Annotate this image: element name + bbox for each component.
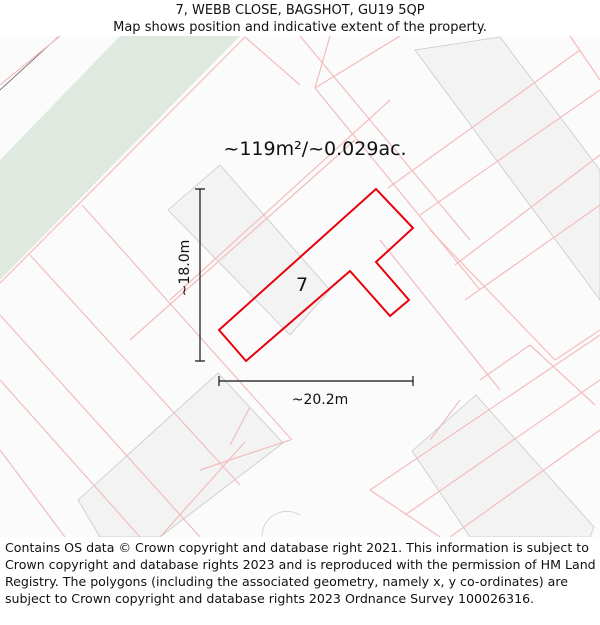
- property-boundary: [217, 187, 415, 363]
- green-area: [0, 36, 240, 280]
- property-address: 7, WEBB CLOSE, BAGSHOT, GU19 5QP: [175, 3, 425, 18]
- map-description: Map shows position and indicative extent…: [113, 20, 487, 35]
- road-turning-circle: [261, 510, 301, 537]
- building: [167, 164, 331, 336]
- width-measurement-label: ~20.2m: [291, 392, 349, 408]
- building: [414, 36, 600, 301]
- height-measurement-label: ~18.0m: [177, 239, 193, 297]
- property-map[interactable]: ~119m²/~0.029ac. 7 ~18.0m ~20.2m: [0, 36, 600, 537]
- area-label: ~119m²/~0.029ac.: [223, 138, 407, 160]
- building: [77, 372, 284, 537]
- parcel-boundaries: [0, 36, 600, 537]
- measurement-lines: [195, 188, 414, 386]
- map-header: 7, WEBB CLOSE, BAGSHOT, GU19 5QP Map sho…: [0, 0, 600, 36]
- attribution-text: Contains OS data © Crown copyright and d…: [5, 540, 596, 606]
- plot-number-label: 7: [296, 274, 309, 296]
- buildings: [77, 36, 600, 537]
- building: [411, 394, 595, 537]
- map-canvas: [0, 36, 600, 537]
